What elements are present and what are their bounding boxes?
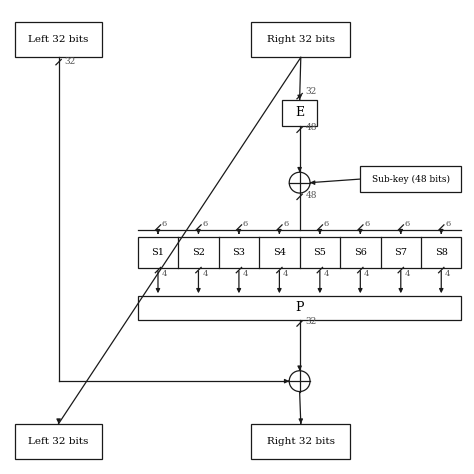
Bar (15, 424, 102, 459)
Text: 6: 6 (202, 220, 208, 228)
Text: 48: 48 (305, 191, 317, 200)
Text: Right 32 bits: Right 32 bits (267, 437, 335, 446)
Text: 4: 4 (283, 270, 289, 278)
Bar (138, 237, 462, 268)
Text: Left 32 bits: Left 32 bits (28, 35, 89, 44)
Text: S2: S2 (192, 248, 205, 257)
Bar (138, 296, 462, 319)
Circle shape (289, 172, 310, 193)
Bar (15, 22, 102, 57)
Text: S4: S4 (273, 248, 286, 257)
Text: S1: S1 (152, 248, 164, 257)
Text: 32: 32 (305, 318, 317, 327)
Bar (360, 166, 462, 192)
Text: Left 32 bits: Left 32 bits (28, 437, 89, 446)
Text: S3: S3 (232, 248, 246, 257)
Text: Sub-key (48 bits): Sub-key (48 bits) (372, 174, 450, 183)
Text: 6: 6 (364, 220, 369, 228)
Bar (251, 424, 350, 459)
Text: S6: S6 (354, 248, 367, 257)
Text: 6: 6 (405, 220, 410, 228)
Text: 6: 6 (445, 220, 450, 228)
Text: 6: 6 (324, 220, 329, 228)
Text: 4: 4 (324, 270, 329, 278)
Text: S8: S8 (435, 248, 448, 257)
Text: 6: 6 (283, 220, 288, 228)
Text: 48: 48 (305, 123, 317, 132)
Text: 4: 4 (405, 270, 410, 278)
Text: 32: 32 (305, 87, 317, 96)
Text: 4: 4 (364, 270, 370, 278)
Bar (251, 22, 350, 57)
Text: Right 32 bits: Right 32 bits (267, 35, 335, 44)
Text: 32: 32 (64, 57, 75, 66)
Text: 6: 6 (243, 220, 248, 228)
Text: S7: S7 (394, 248, 407, 257)
Text: 4: 4 (445, 270, 451, 278)
Text: 4: 4 (202, 270, 208, 278)
Text: 6: 6 (162, 220, 167, 228)
Text: E: E (295, 107, 304, 119)
Text: 4: 4 (243, 270, 248, 278)
Text: S5: S5 (313, 248, 326, 257)
Text: 4: 4 (162, 270, 167, 278)
Text: P: P (295, 301, 304, 314)
Bar (282, 100, 318, 126)
Circle shape (289, 371, 310, 392)
